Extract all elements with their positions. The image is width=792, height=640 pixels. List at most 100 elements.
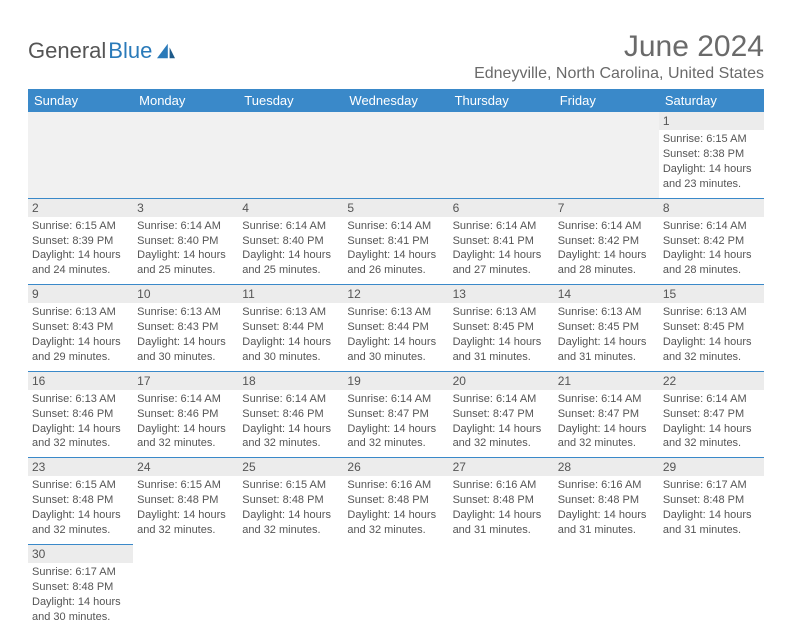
- day-number: 25: [238, 458, 343, 476]
- day-cell: [28, 112, 133, 198]
- day-cell: 7Sunrise: 6:14 AMSunset: 8:42 PMDaylight…: [554, 198, 659, 285]
- sunset: Sunset: 8:40 PM: [137, 234, 234, 249]
- sunset: Sunset: 8:48 PM: [347, 493, 444, 508]
- daylight: and 32 minutes.: [558, 436, 655, 451]
- day-cell: 8Sunrise: 6:14 AMSunset: 8:42 PMDaylight…: [659, 198, 764, 285]
- sunset: Sunset: 8:47 PM: [453, 407, 550, 422]
- day-cell: [554, 112, 659, 198]
- day-number: 22: [659, 372, 764, 390]
- day-number: 20: [449, 372, 554, 390]
- day-cell: [554, 544, 659, 630]
- brand-logo: GeneralBlue: [28, 38, 177, 64]
- daylight: Daylight: 14 hours: [32, 248, 129, 263]
- daylight: and 30 minutes.: [242, 350, 339, 365]
- day-cell: 17Sunrise: 6:14 AMSunset: 8:46 PMDayligh…: [133, 371, 238, 458]
- daylight: and 31 minutes.: [558, 523, 655, 538]
- daylight: Daylight: 14 hours: [32, 335, 129, 350]
- sunrise: Sunrise: 6:13 AM: [347, 305, 444, 320]
- sunrise: Sunrise: 6:13 AM: [32, 305, 129, 320]
- day-number: 15: [659, 285, 764, 303]
- daylight: Daylight: 14 hours: [663, 422, 760, 437]
- daylight: and 26 minutes.: [347, 263, 444, 278]
- sunrise: Sunrise: 6:14 AM: [663, 392, 760, 407]
- day-number: 24: [133, 458, 238, 476]
- brand-part1: General: [28, 38, 106, 64]
- sunrise: Sunrise: 6:14 AM: [347, 219, 444, 234]
- sunset: Sunset: 8:46 PM: [32, 407, 129, 422]
- daylight: and 25 minutes.: [242, 263, 339, 278]
- day-number: 6: [449, 199, 554, 217]
- day-number: 16: [28, 372, 133, 390]
- daylight: Daylight: 14 hours: [663, 248, 760, 263]
- day-cell: 5Sunrise: 6:14 AMSunset: 8:41 PMDaylight…: [343, 198, 448, 285]
- daylight: Daylight: 14 hours: [558, 422, 655, 437]
- day-number: 26: [343, 458, 448, 476]
- day-cell: 27Sunrise: 6:16 AMSunset: 8:48 PMDayligh…: [449, 458, 554, 545]
- daylight: Daylight: 14 hours: [137, 335, 234, 350]
- day-cell: 30Sunrise: 6:17 AMSunset: 8:48 PMDayligh…: [28, 544, 133, 630]
- col-friday: Friday: [554, 89, 659, 112]
- daylight: Daylight: 14 hours: [453, 248, 550, 263]
- sunset: Sunset: 8:48 PM: [242, 493, 339, 508]
- day-cell: [659, 544, 764, 630]
- calendar-page: GeneralBlue June 2024 Edneyville, North …: [0, 0, 792, 640]
- day-number: 5: [343, 199, 448, 217]
- daylight: Daylight: 14 hours: [242, 335, 339, 350]
- sunrise: Sunrise: 6:13 AM: [453, 305, 550, 320]
- day-cell: 20Sunrise: 6:14 AMSunset: 8:47 PMDayligh…: [449, 371, 554, 458]
- sunset: Sunset: 8:46 PM: [137, 407, 234, 422]
- daylight: Daylight: 14 hours: [32, 422, 129, 437]
- daylight: Daylight: 14 hours: [347, 335, 444, 350]
- day-number: 8: [659, 199, 764, 217]
- sunrise: Sunrise: 6:13 AM: [137, 305, 234, 320]
- location: Edneyville, North Carolina, United State…: [474, 65, 764, 83]
- day-cell: [449, 112, 554, 198]
- day-number: 14: [554, 285, 659, 303]
- sunset: Sunset: 8:40 PM: [242, 234, 339, 249]
- day-cell: 22Sunrise: 6:14 AMSunset: 8:47 PMDayligh…: [659, 371, 764, 458]
- sunrise: Sunrise: 6:14 AM: [137, 219, 234, 234]
- daylight: Daylight: 14 hours: [137, 422, 234, 437]
- day-cell: 6Sunrise: 6:14 AMSunset: 8:41 PMDaylight…: [449, 198, 554, 285]
- day-number: 21: [554, 372, 659, 390]
- sunrise: Sunrise: 6:16 AM: [558, 478, 655, 493]
- sunset: Sunset: 8:47 PM: [347, 407, 444, 422]
- calendar-body: 1Sunrise: 6:15 AMSunset: 8:38 PMDaylight…: [28, 112, 764, 630]
- daylight: Daylight: 14 hours: [558, 508, 655, 523]
- day-cell: [343, 544, 448, 630]
- sunset: Sunset: 8:42 PM: [558, 234, 655, 249]
- daylight: and 32 minutes.: [347, 523, 444, 538]
- sunset: Sunset: 8:48 PM: [137, 493, 234, 508]
- day-number: 11: [238, 285, 343, 303]
- sunset: Sunset: 8:43 PM: [32, 320, 129, 335]
- day-cell: 18Sunrise: 6:14 AMSunset: 8:46 PMDayligh…: [238, 371, 343, 458]
- day-number: 7: [554, 199, 659, 217]
- daylight: and 30 minutes.: [347, 350, 444, 365]
- day-cell: 28Sunrise: 6:16 AMSunset: 8:48 PMDayligh…: [554, 458, 659, 545]
- day-number: 17: [133, 372, 238, 390]
- sunset: Sunset: 8:44 PM: [347, 320, 444, 335]
- brand-part2: Blue: [108, 38, 152, 64]
- sunrise: Sunrise: 6:13 AM: [32, 392, 129, 407]
- day-cell: 25Sunrise: 6:15 AMSunset: 8:48 PMDayligh…: [238, 458, 343, 545]
- sunrise: Sunrise: 6:15 AM: [137, 478, 234, 493]
- daylight: and 29 minutes.: [32, 350, 129, 365]
- sunrise: Sunrise: 6:14 AM: [558, 392, 655, 407]
- day-number: 13: [449, 285, 554, 303]
- sunset: Sunset: 8:48 PM: [558, 493, 655, 508]
- day-number: 30: [28, 545, 133, 563]
- sunset: Sunset: 8:41 PM: [347, 234, 444, 249]
- col-saturday: Saturday: [659, 89, 764, 112]
- week-row: 1Sunrise: 6:15 AMSunset: 8:38 PMDaylight…: [28, 112, 764, 198]
- day-number: 29: [659, 458, 764, 476]
- sunrise: Sunrise: 6:15 AM: [663, 132, 760, 147]
- day-number: 12: [343, 285, 448, 303]
- sunrise: Sunrise: 6:17 AM: [663, 478, 760, 493]
- daylight: Daylight: 14 hours: [242, 248, 339, 263]
- sunset: Sunset: 8:38 PM: [663, 147, 760, 162]
- daylight: Daylight: 14 hours: [32, 595, 129, 610]
- day-cell: 26Sunrise: 6:16 AMSunset: 8:48 PMDayligh…: [343, 458, 448, 545]
- sunset: Sunset: 8:42 PM: [663, 234, 760, 249]
- sunset: Sunset: 8:48 PM: [32, 580, 129, 595]
- sunrise: Sunrise: 6:16 AM: [453, 478, 550, 493]
